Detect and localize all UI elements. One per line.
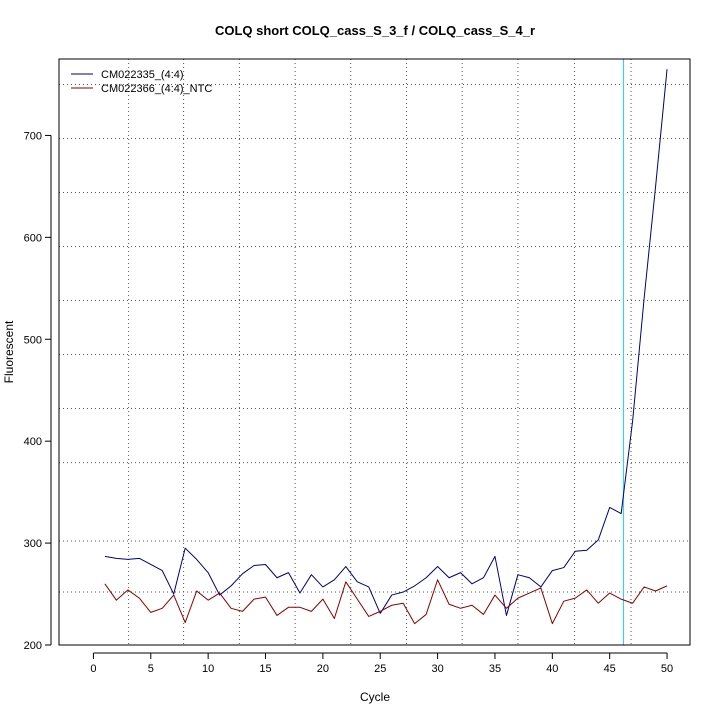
x-axis: 0 5 10 15 20 25 30 35 40 45 50: [90, 652, 673, 675]
y-tick-label: 500: [24, 334, 42, 346]
x-tick-label: 35: [489, 663, 501, 675]
chart-title: COLQ short COLQ_cass_S_3_f / COLQ_cass_S…: [215, 23, 535, 38]
x-tick-label: 50: [661, 663, 673, 675]
legend: CM022335_(4:4) CM022366_(4:4)_NTC: [71, 69, 212, 95]
x-tick-label: 40: [546, 663, 558, 675]
y-axis: 200 300 400 500 600 700: [24, 130, 52, 652]
series-line-2: [104, 579, 668, 625]
legend-label-2: CM022366_(4:4)_NTC: [101, 83, 212, 95]
x-tick-label: 0: [90, 663, 96, 675]
series-line-1: [104, 69, 668, 616]
x-tick-label: 5: [148, 663, 154, 675]
x-axis-label: Cycle: [360, 690, 390, 704]
y-tick-label: 400: [24, 436, 42, 448]
legend-label-1: CM022335_(4:4): [101, 69, 184, 81]
x-tick-label: 10: [202, 663, 214, 675]
y-tick-label: 700: [24, 130, 42, 142]
x-tick-label: 25: [374, 663, 386, 675]
y-tick-label: 600: [24, 232, 42, 244]
x-tick-label: 20: [317, 663, 329, 675]
plot-frame: [58, 58, 691, 646]
x-tick-label: 15: [259, 663, 271, 675]
grid-lines: [59, 59, 690, 645]
x-tick-label: 45: [604, 663, 616, 675]
y-axis-label: Fluorescent: [2, 320, 16, 383]
y-tick-label: 200: [24, 640, 42, 652]
x-tick-label: 30: [431, 663, 443, 675]
y-tick-label: 300: [24, 538, 42, 550]
series-lines: [104, 69, 668, 625]
